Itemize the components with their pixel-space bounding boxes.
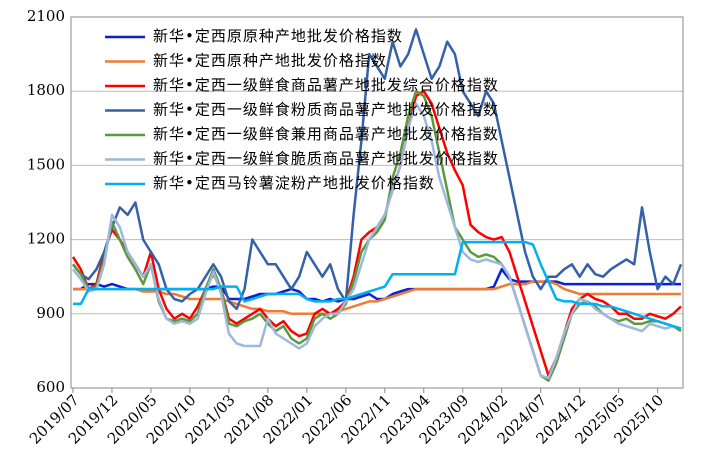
grid [71, 16, 683, 389]
plot-frame [70, 16, 684, 389]
y-tick-label: 1800 [27, 81, 65, 99]
legend-label: 新华•定西原原种产地批发价格指数 [153, 27, 403, 45]
series-line [72, 102, 682, 380]
legend-label: 新华•定西一级鲜食兼用商品薯产地批发价格指数 [153, 125, 499, 143]
y-tick-label: 1200 [27, 230, 65, 248]
y-tick-label: 600 [36, 378, 65, 396]
legend: 新华•定西原原种产地批发价格指数新华•定西原种产地批发价格指数新华•定西一级鲜食… [105, 27, 499, 192]
legend-label: 新华•定西一级鲜食商品薯产地批发综合价格指数 [153, 76, 499, 94]
labels: 60090012001500180021002019/072019/122020… [26, 7, 667, 448]
legend-label: 新华•定西原种产地批发价格指数 [153, 52, 387, 70]
legend-label: 新华•定西马铃薯淀粉产地批发价格指数 [153, 174, 435, 192]
y-tick-label: 900 [36, 304, 65, 322]
legend-label: 新华•定西一级鲜食粉质商品薯产地批发价格指数 [153, 101, 499, 119]
series-line [73, 240, 682, 330]
y-tick-label: 2100 [27, 7, 65, 25]
legend-label: 新华•定西一级鲜食脆质商品薯产地批发价格指数 [153, 150, 499, 168]
lines [71, 28, 683, 382]
series-line [73, 280, 681, 316]
series-line [72, 28, 683, 311]
y-tick-label: 1500 [27, 155, 65, 173]
